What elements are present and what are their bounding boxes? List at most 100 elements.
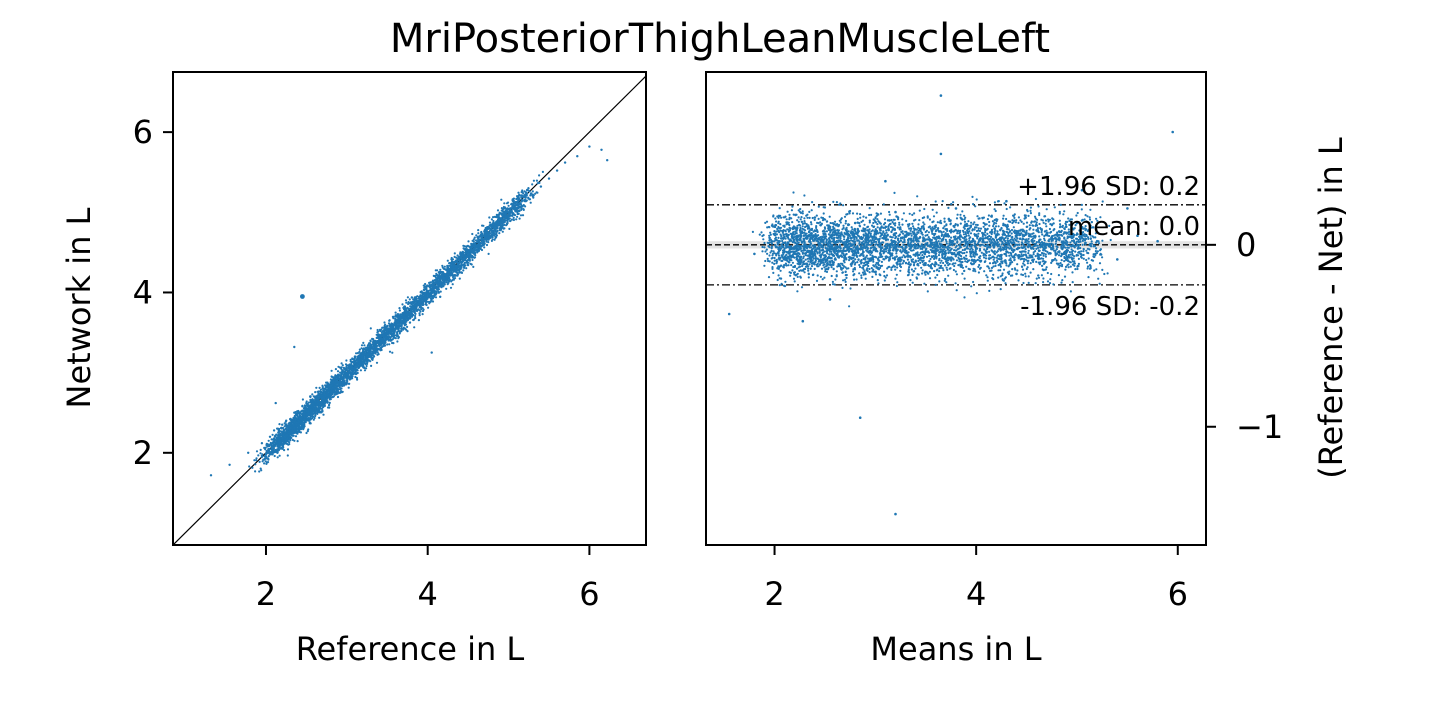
data-point [283, 449, 286, 452]
data-point [474, 243, 477, 246]
data-point [361, 352, 365, 355]
left-y-ticks: 246 [133, 113, 173, 472]
data-point [394, 311, 397, 314]
data-point [850, 264, 853, 267]
data-point [322, 413, 325, 416]
data-point [472, 238, 475, 241]
data-point [376, 353, 379, 356]
data-point [476, 236, 479, 239]
data-point [790, 209, 794, 212]
data-point [345, 359, 348, 362]
data-point [369, 339, 372, 342]
data-point [412, 298, 415, 301]
y-tick-label: 6 [133, 113, 153, 151]
data-point [309, 415, 312, 418]
data-point [766, 226, 769, 229]
data-point [411, 301, 414, 304]
data-point [267, 455, 270, 458]
data-point [797, 216, 800, 219]
data-point [308, 405, 311, 408]
data-point [322, 405, 325, 408]
data-point [471, 249, 474, 252]
data-point [454, 274, 457, 277]
data-point [524, 205, 527, 208]
data-point [453, 269, 457, 272]
data-point [307, 410, 310, 413]
data-point [468, 256, 471, 259]
y-tick-label: 4 [133, 273, 153, 311]
data-point [458, 260, 462, 264]
data-point [824, 270, 827, 273]
data-point [512, 212, 515, 215]
data-point [387, 327, 390, 330]
data-point [310, 404, 313, 407]
data-point [381, 339, 384, 342]
data-point [398, 309, 401, 312]
data-point [434, 276, 437, 279]
data-point [431, 280, 434, 283]
data-point [318, 386, 321, 389]
data-point [278, 454, 281, 457]
data-point [527, 197, 530, 200]
data-point [392, 325, 395, 328]
data-point [909, 229, 912, 232]
data-point [538, 174, 541, 177]
data-point [418, 314, 421, 317]
data-point [382, 333, 385, 337]
data-point [886, 267, 889, 270]
data-point [484, 226, 487, 230]
data-point [264, 460, 267, 463]
data-point [423, 286, 426, 289]
data-point [531, 193, 534, 196]
data-point [427, 289, 430, 292]
data-point [534, 192, 537, 195]
data-point [408, 316, 411, 319]
data-point [314, 407, 317, 411]
data-point [341, 376, 344, 379]
data-point [333, 387, 336, 390]
data-point [300, 294, 305, 299]
data-point [884, 257, 888, 260]
data-point [407, 302, 410, 306]
data-point [372, 354, 375, 357]
data-point [322, 389, 325, 392]
data-point [370, 357, 373, 360]
data-point [328, 401, 331, 404]
data-point [404, 299, 408, 302]
data-point [435, 278, 438, 281]
data-point [362, 341, 365, 344]
data-point [854, 258, 857, 261]
data-point [281, 431, 284, 434]
data-point [363, 358, 366, 361]
data-point [511, 198, 514, 201]
data-point [313, 410, 316, 413]
data-point [885, 229, 888, 232]
data-point [1060, 259, 1063, 262]
data-point [361, 363, 364, 366]
data-point [268, 435, 272, 438]
data-point [358, 358, 361, 361]
data-point [402, 326, 405, 329]
data-point [276, 451, 279, 454]
data-point [471, 258, 474, 262]
data-point [317, 397, 321, 401]
data-point [305, 413, 309, 416]
data-point [367, 359, 370, 362]
data-point [535, 179, 539, 182]
data-point [277, 449, 280, 452]
data-point [483, 230, 486, 233]
data-point [965, 265, 968, 268]
data-point [430, 299, 433, 302]
chart-title: MriPosteriorThighLeanMuscleLeft [390, 16, 1050, 62]
x-tick-label: 2 [256, 575, 276, 613]
data-point [373, 348, 376, 352]
data-point [259, 467, 262, 470]
data-point [362, 365, 365, 369]
data-point [320, 394, 323, 397]
data-point [799, 226, 802, 229]
data-point [851, 212, 855, 215]
data-point [258, 460, 261, 463]
data-point [321, 385, 324, 389]
data-point [263, 455, 266, 458]
data-point [263, 462, 266, 465]
